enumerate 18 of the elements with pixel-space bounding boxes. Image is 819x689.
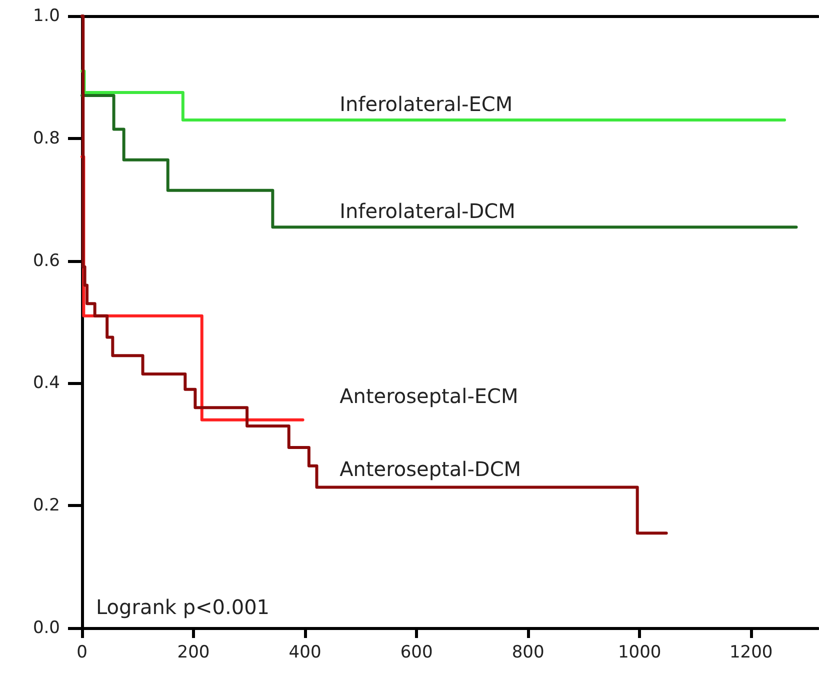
annotation: Logrank p<0.001 <box>96 595 270 619</box>
series-label: Anteroseptal-DCM <box>340 457 522 482</box>
y-tick-label: 1.0 <box>32 6 60 26</box>
x-tick-label: 0 <box>76 642 88 662</box>
x-tick-label: 200 <box>177 642 210 662</box>
y-tick-label: 0.8 <box>32 128 60 148</box>
x-tick-label: 800 <box>512 642 544 662</box>
y-tick-label: 0.4 <box>32 373 60 394</box>
y-tick-label: 0.2 <box>32 496 60 516</box>
series-label: Inferolateral-DCM <box>340 199 516 224</box>
series-label: Anteroseptal-ECM <box>340 384 518 408</box>
x-tick-label: 1000 <box>618 642 662 662</box>
x-tick-label: 600 <box>400 642 433 662</box>
series-label: Inferolateral-ECM <box>340 92 513 116</box>
y-tick-label: 0.6 <box>32 250 60 271</box>
y-tick-label: 0.0 <box>32 618 60 638</box>
x-tick-label: 400 <box>288 642 322 662</box>
x-tick-label: 1200 <box>729 642 773 662</box>
